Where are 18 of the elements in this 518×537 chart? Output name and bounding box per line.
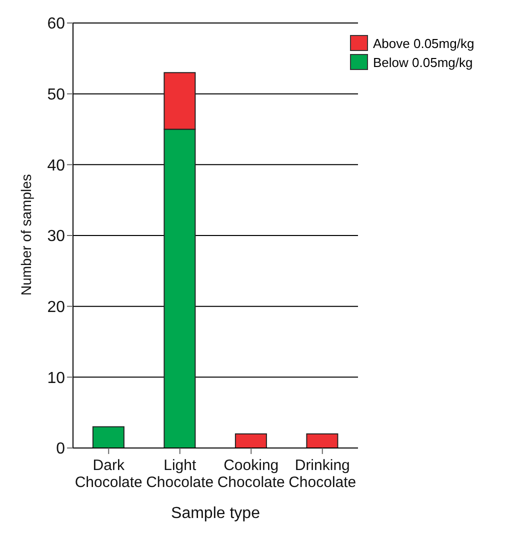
y-tick-label: 10 (47, 370, 66, 387)
bar (306, 433, 338, 448)
bar (234, 433, 267, 448)
y-tick-label: 40 (47, 157, 66, 174)
legend-label: Above 0.05mg/kg (373, 36, 474, 50)
y-tick-label: 20 (47, 299, 66, 316)
y-tick-label: 0 (56, 440, 66, 458)
x-tick-label: Light Chocolate (146, 457, 214, 491)
legend-label: Below 0.05mg/kg (373, 54, 473, 70)
bar (92, 426, 124, 448)
y-axis-title: Number of samples (18, 174, 34, 296)
y-tick-label: 50 (47, 86, 66, 104)
y-tick-label: 60 (47, 16, 66, 33)
x-tick-label: Cooking Chocolate (217, 457, 285, 491)
x-tick-label: Dark Chocolate (74, 457, 142, 491)
x-tick-label: Drinking Chocolate (288, 457, 356, 491)
y-tick-label: 30 (47, 228, 66, 246)
x-axis-title: Sample type (171, 505, 260, 522)
